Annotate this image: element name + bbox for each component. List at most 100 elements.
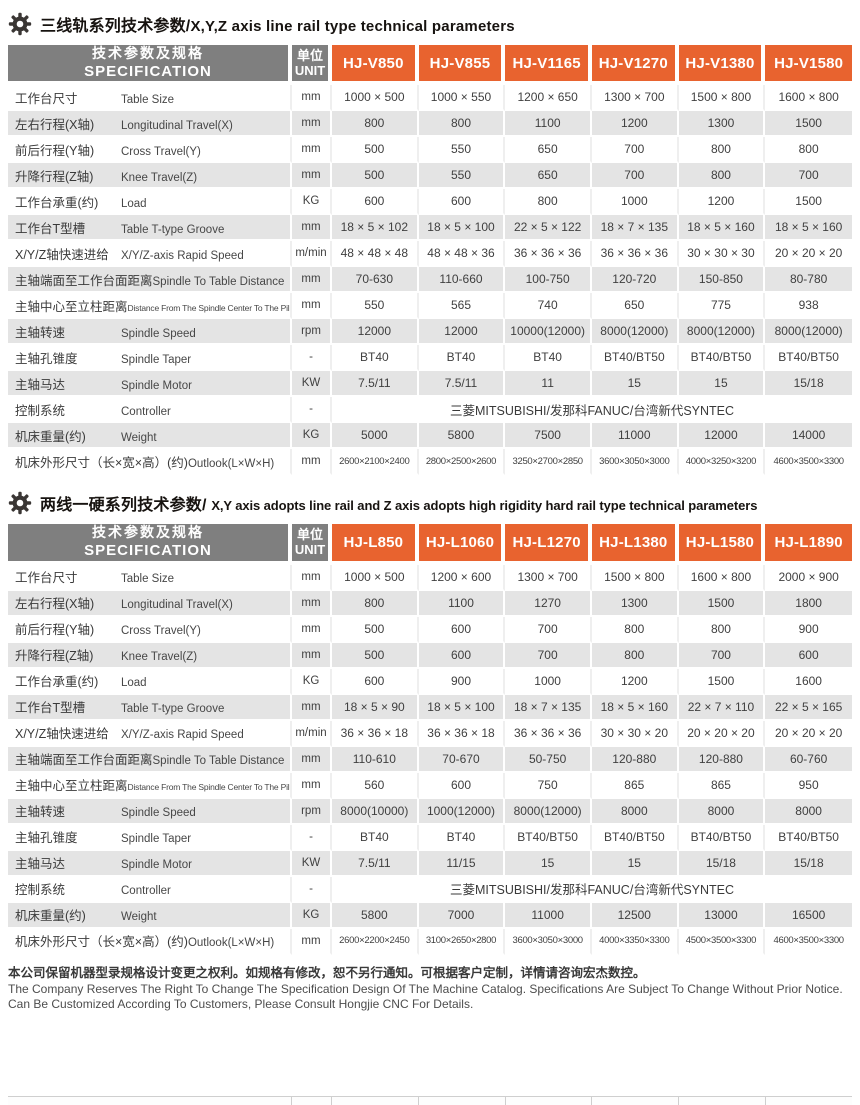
value-cell: 1000 × 500 [332, 85, 419, 112]
value-cell: 15 [505, 850, 592, 877]
row-label-en: Longitudinal Travel(X) [121, 599, 233, 611]
value-cell: BT40 [332, 824, 419, 851]
value-cell: 800 [505, 189, 592, 216]
gear-icon [8, 12, 32, 36]
value-cell: 18 × 5 × 160 [678, 215, 766, 242]
row-unit: KG [292, 668, 332, 695]
spec-column-header: 技术参数及规格 SPECIFICATION [8, 524, 292, 565]
row-label-en: Table Size [121, 573, 175, 585]
value-cell: 36 × 36 × 36 [505, 241, 592, 268]
value-cell: 12500 [591, 902, 679, 929]
value-cell: 20 × 20 × 20 [765, 241, 852, 268]
footer-note-en: The Company Reserves The Right To Change… [8, 981, 843, 1012]
value-cell: 120-880 [678, 746, 766, 773]
spec-table-l-series: 技术参数及规格 SPECIFICATION 单位 UNIT HJ-L850 HJ-L106… [8, 524, 852, 955]
value-cell: 1500 [765, 189, 852, 216]
value-cell: 18 × 7 × 135 [505, 694, 592, 721]
row-label-zh: 控制系统 [15, 883, 66, 897]
row-label-en: Table T-type Groove [121, 703, 225, 715]
header-row: 技术参数及规格 SPECIFICATION 单位 UNIT HJ-L850 HJ-L106… [8, 524, 852, 565]
row-label-en: Distance From The Spindle Center To The … [127, 782, 292, 792]
value-cell: BT40/BT50 [505, 824, 592, 851]
value-cell: 865 [678, 772, 766, 799]
row-label-zh: 机床外形尺寸（长×宽×高）(约) [15, 935, 188, 949]
spec-row: 前后行程(Y轴) Cross Travel(Y) mm 500 600 700 800 800… [8, 616, 852, 643]
model-column-header: HJ-V1580 [765, 45, 852, 86]
row-unit: - [292, 397, 332, 424]
spec-row: 机床重量(约) Weight KG 5000 5800 7500 11000 12000 140… [8, 423, 852, 450]
value-cell: 1000(12000) [418, 798, 506, 825]
value-cell: 11 [505, 371, 592, 398]
value-cell: 1200 [591, 668, 679, 695]
row-label-zh: 主轴孔锥度 [15, 351, 78, 366]
value-cell: 15 [591, 371, 679, 398]
spec-row: 工作台T型槽 Table T-type Groove mm 18 × 5 × 90 18… [8, 694, 852, 721]
row-label: 工作台T型槽 Table T-type Groove [8, 694, 292, 721]
model-column-header: HJ-L1580 [678, 524, 766, 565]
value-cell: 2000 × 900 [765, 564, 852, 591]
spec-row: 工作台T型槽 Table T-type Groove mm 18 × 5 × 102 1… [8, 215, 852, 242]
value-cell: 80-780 [765, 267, 852, 294]
row-label-en: Spindle Motor [121, 859, 192, 871]
value-cell: 650 [591, 293, 679, 320]
row-unit: mm [292, 111, 332, 138]
unit-header-zh: 单位 [296, 47, 323, 63]
value-cell: 110-660 [418, 267, 506, 294]
spec-row: 左右行程(X轴) Longitudinal Travel(X) mm 800 1100 1… [8, 590, 852, 617]
value-cell: 18 × 5 × 160 [765, 215, 852, 242]
value-cell: 550 [418, 163, 506, 190]
value-cell: 15/18 [678, 850, 766, 877]
strip-segment [505, 1097, 593, 1105]
row-label: 升降行程(Z轴) Knee Travel(Z) [8, 163, 292, 190]
value-cell: 700 [505, 642, 592, 669]
value-cell: 8000 [765, 798, 852, 825]
value-cell: 16500 [765, 902, 852, 929]
value-cell: 3600×3050×3000 [505, 928, 592, 955]
value-cell: 4500×3500×3300 [678, 928, 766, 955]
value-cell: 15/18 [765, 850, 852, 877]
value-cell: 800 [591, 642, 679, 669]
value-cell: 15 [591, 850, 679, 877]
section-title-zh: 两线一硬系列技术参数/ [40, 497, 207, 515]
value-cell: 4000×3250×3200 [678, 449, 766, 476]
value-cell: 938 [765, 293, 852, 320]
row-label-en: Outlook(L×W×H) [187, 457, 275, 470]
row-label: 机床外形尺寸（长×宽×高）(约)Outlook(L×W×H) [8, 928, 292, 955]
row-label: 工作台尺寸 Table Size [8, 564, 292, 591]
row-unit: mm [292, 163, 332, 190]
value-cell: 1100 [505, 111, 592, 138]
row-label: 主轴端面至工作台面距离Spindle To Table Distance [8, 267, 292, 294]
spec-row: 主轴转速 Spindle Speed rpm 12000 12000 10000(1200… [8, 319, 852, 346]
value-cell: 1500 [765, 111, 852, 138]
row-unit: KG [292, 189, 332, 216]
value-cell: 12000 [418, 319, 506, 346]
row-label: 工作台尺寸 Table Size [8, 85, 292, 112]
value-cell: 800 [591, 616, 679, 643]
row-label: 主轴孔锥度 Spindle Taper [8, 345, 292, 372]
value-cell: 650 [505, 163, 592, 190]
row-label-zh: 左右行程(X轴) [15, 597, 95, 611]
row-label: 工作台T型槽 Table T-type Groove [8, 215, 292, 242]
row-label-en: Longitudinal Travel(X) [121, 119, 233, 132]
row-label: 主轴孔锥度 Spindle Taper [8, 824, 292, 851]
spec-row: 主轴转速 Spindle Speed rpm 8000(10000) 1000(1200… [8, 798, 852, 825]
row-label-en: Spindle Taper [121, 353, 192, 366]
value-cell: 600 [418, 772, 506, 799]
bottom-strip [8, 1096, 852, 1105]
row-label-zh: 主轴马达 [15, 857, 66, 871]
row-label-en: Load [121, 197, 147, 210]
row-label-en: Spindle To Table Distance [152, 755, 285, 767]
model-column-header: HJ-V855 [418, 45, 506, 86]
spec-row: 主轴端面至工作台面距离Spindle To Table Distance mm 11… [8, 746, 852, 773]
section-title-zh: 三线轨系列技术参数/ [40, 18, 191, 35]
value-cell: 120-880 [591, 746, 679, 773]
value-cell: 1100 [418, 590, 506, 617]
row-label: 主轴中心至立柱距离Distance From The Spindle Cente… [8, 772, 292, 799]
value-cell: 13000 [678, 902, 766, 929]
row-label-zh: 主轴中心至立柱距离 [15, 299, 128, 314]
value-cell: 36 × 36 × 18 [332, 720, 419, 747]
value-cell: 550 [418, 137, 506, 164]
value-cell: 1200 [591, 111, 679, 138]
spec-row: 前后行程(Y轴) Cross Travel(Y) mm 500 550 650 700 800… [8, 137, 852, 164]
spec-row: 机床外形尺寸（长×宽×高）(约)Outlook(L×W×H) mm 2600×210… [8, 449, 852, 476]
